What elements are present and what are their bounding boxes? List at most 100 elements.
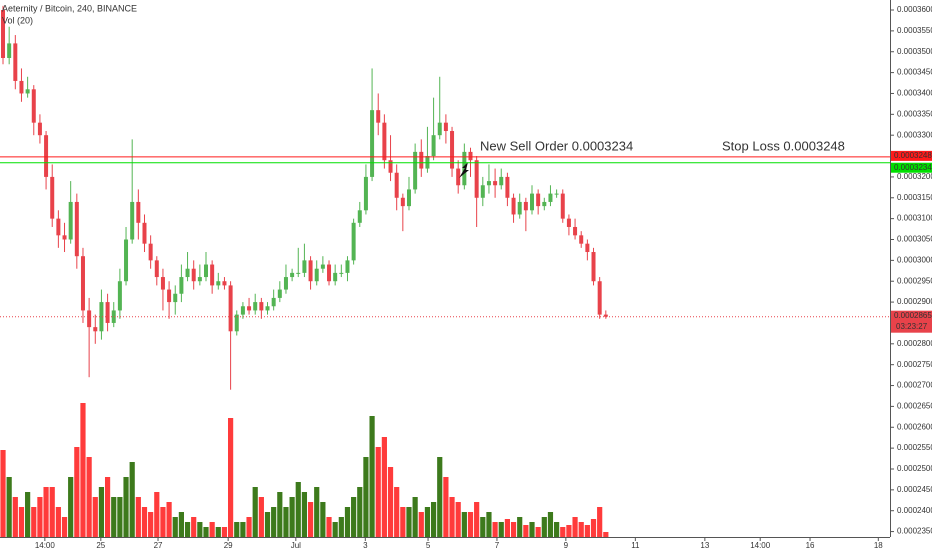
candle-body [493,181,498,186]
volume-bar [480,517,486,537]
candle-body [105,302,110,323]
candle-body [308,260,313,282]
y-tick-label: 0.0003350 [897,109,932,118]
volume-bar [135,497,141,537]
volume-bar [369,416,375,537]
candle-body [87,310,92,328]
volume-bar [455,502,461,537]
y-tick-label: 0.0002450 [897,485,932,494]
volume-bar [430,502,437,537]
y-tick-label: 0.0002900 [897,297,932,306]
candle-body [468,151,473,161]
y-tick-label: 0.0003550 [897,26,932,35]
candle-body [222,281,227,286]
volume-bar [375,447,381,537]
candle-body [37,122,42,136]
candle-body [462,151,467,186]
y-tick-label: 0.0002400 [897,506,932,515]
y-tick-label: 0.0003150 [897,193,932,202]
volume-bar [418,512,424,537]
volume-bar [381,437,387,537]
candle-body [44,135,49,177]
volume-bar [68,477,74,537]
y-tick-label: 0.0003500 [897,47,932,56]
volume-bar [61,517,68,537]
volume-bar [104,477,111,537]
volume-bar [234,522,240,537]
volume-bar [98,487,105,537]
candle-body [536,193,541,207]
candle-body [74,201,79,257]
candle-body [382,122,387,161]
volume-bar [578,522,584,537]
candle-body [505,176,510,198]
volume-bar [560,527,566,537]
volume-bar [326,517,332,537]
volume-bar [228,418,234,537]
candle-body [413,151,418,190]
volume-bar [154,492,160,537]
volume-bar [474,502,480,537]
volume-bar [535,527,541,537]
volume-bar [541,517,547,537]
candle-body [523,201,528,211]
x-tick-label: 25 [96,541,105,550]
volume-bar [258,497,264,537]
volume-label: Vol (20) [2,15,33,25]
volume-bar [6,477,12,537]
y-tick-label: 0.0002600 [897,422,932,431]
candle-body [560,193,565,219]
candle-body [548,193,553,202]
y-tick-label: 0.0002350 [897,527,932,536]
volume-bar [314,487,320,537]
candle-body [99,302,104,332]
volume-bar [31,507,37,537]
x-tick-label: 27 [154,541,163,550]
volume-bar [400,507,406,537]
candle-body [240,306,245,315]
y-tick-label: 0.0003400 [897,89,932,98]
y-tick-label: 0.0003000 [897,255,932,264]
candle-body [216,281,221,286]
y-tick-label: 0.0003050 [897,235,932,244]
volume-bar [246,517,252,537]
y-tick-label: 0.0002750 [897,360,932,369]
candle-body [597,281,602,315]
volume-bar [517,517,523,537]
x-tick-label: 18 [874,541,883,550]
candle-body [259,302,264,311]
level-tag [891,150,932,161]
volume-bar [301,492,308,537]
candle-body [431,135,436,157]
candle-body [167,289,172,303]
candle-body [130,201,135,240]
volume-bar [221,527,228,537]
candle-body [591,252,596,282]
candle-body [394,172,399,198]
candle-body [302,260,307,273]
volume-bar [166,502,172,537]
candle-body [197,277,202,282]
volume-bar [129,462,135,537]
candle-body [93,327,98,332]
level-tag-label: 0.0003248 [894,151,932,160]
volume-bar [504,519,511,537]
volume-bar [80,403,86,537]
candle-body [419,151,424,169]
x-tick-label: 7 [495,541,500,550]
volume-bar [510,522,517,537]
volume-bar [486,512,492,537]
candle-body [566,218,571,227]
candle-body [314,268,319,282]
y-tick-label: 0.0003200 [897,172,932,181]
y-tick-label: 0.0002550 [897,443,932,452]
volume-bar [277,492,283,537]
y-tick-label: 0.0002950 [897,276,932,285]
volume-bar [18,507,25,537]
volume-bar [590,519,597,537]
candle-body [148,243,153,261]
volume-bar [141,507,148,537]
candle-body [327,264,332,282]
